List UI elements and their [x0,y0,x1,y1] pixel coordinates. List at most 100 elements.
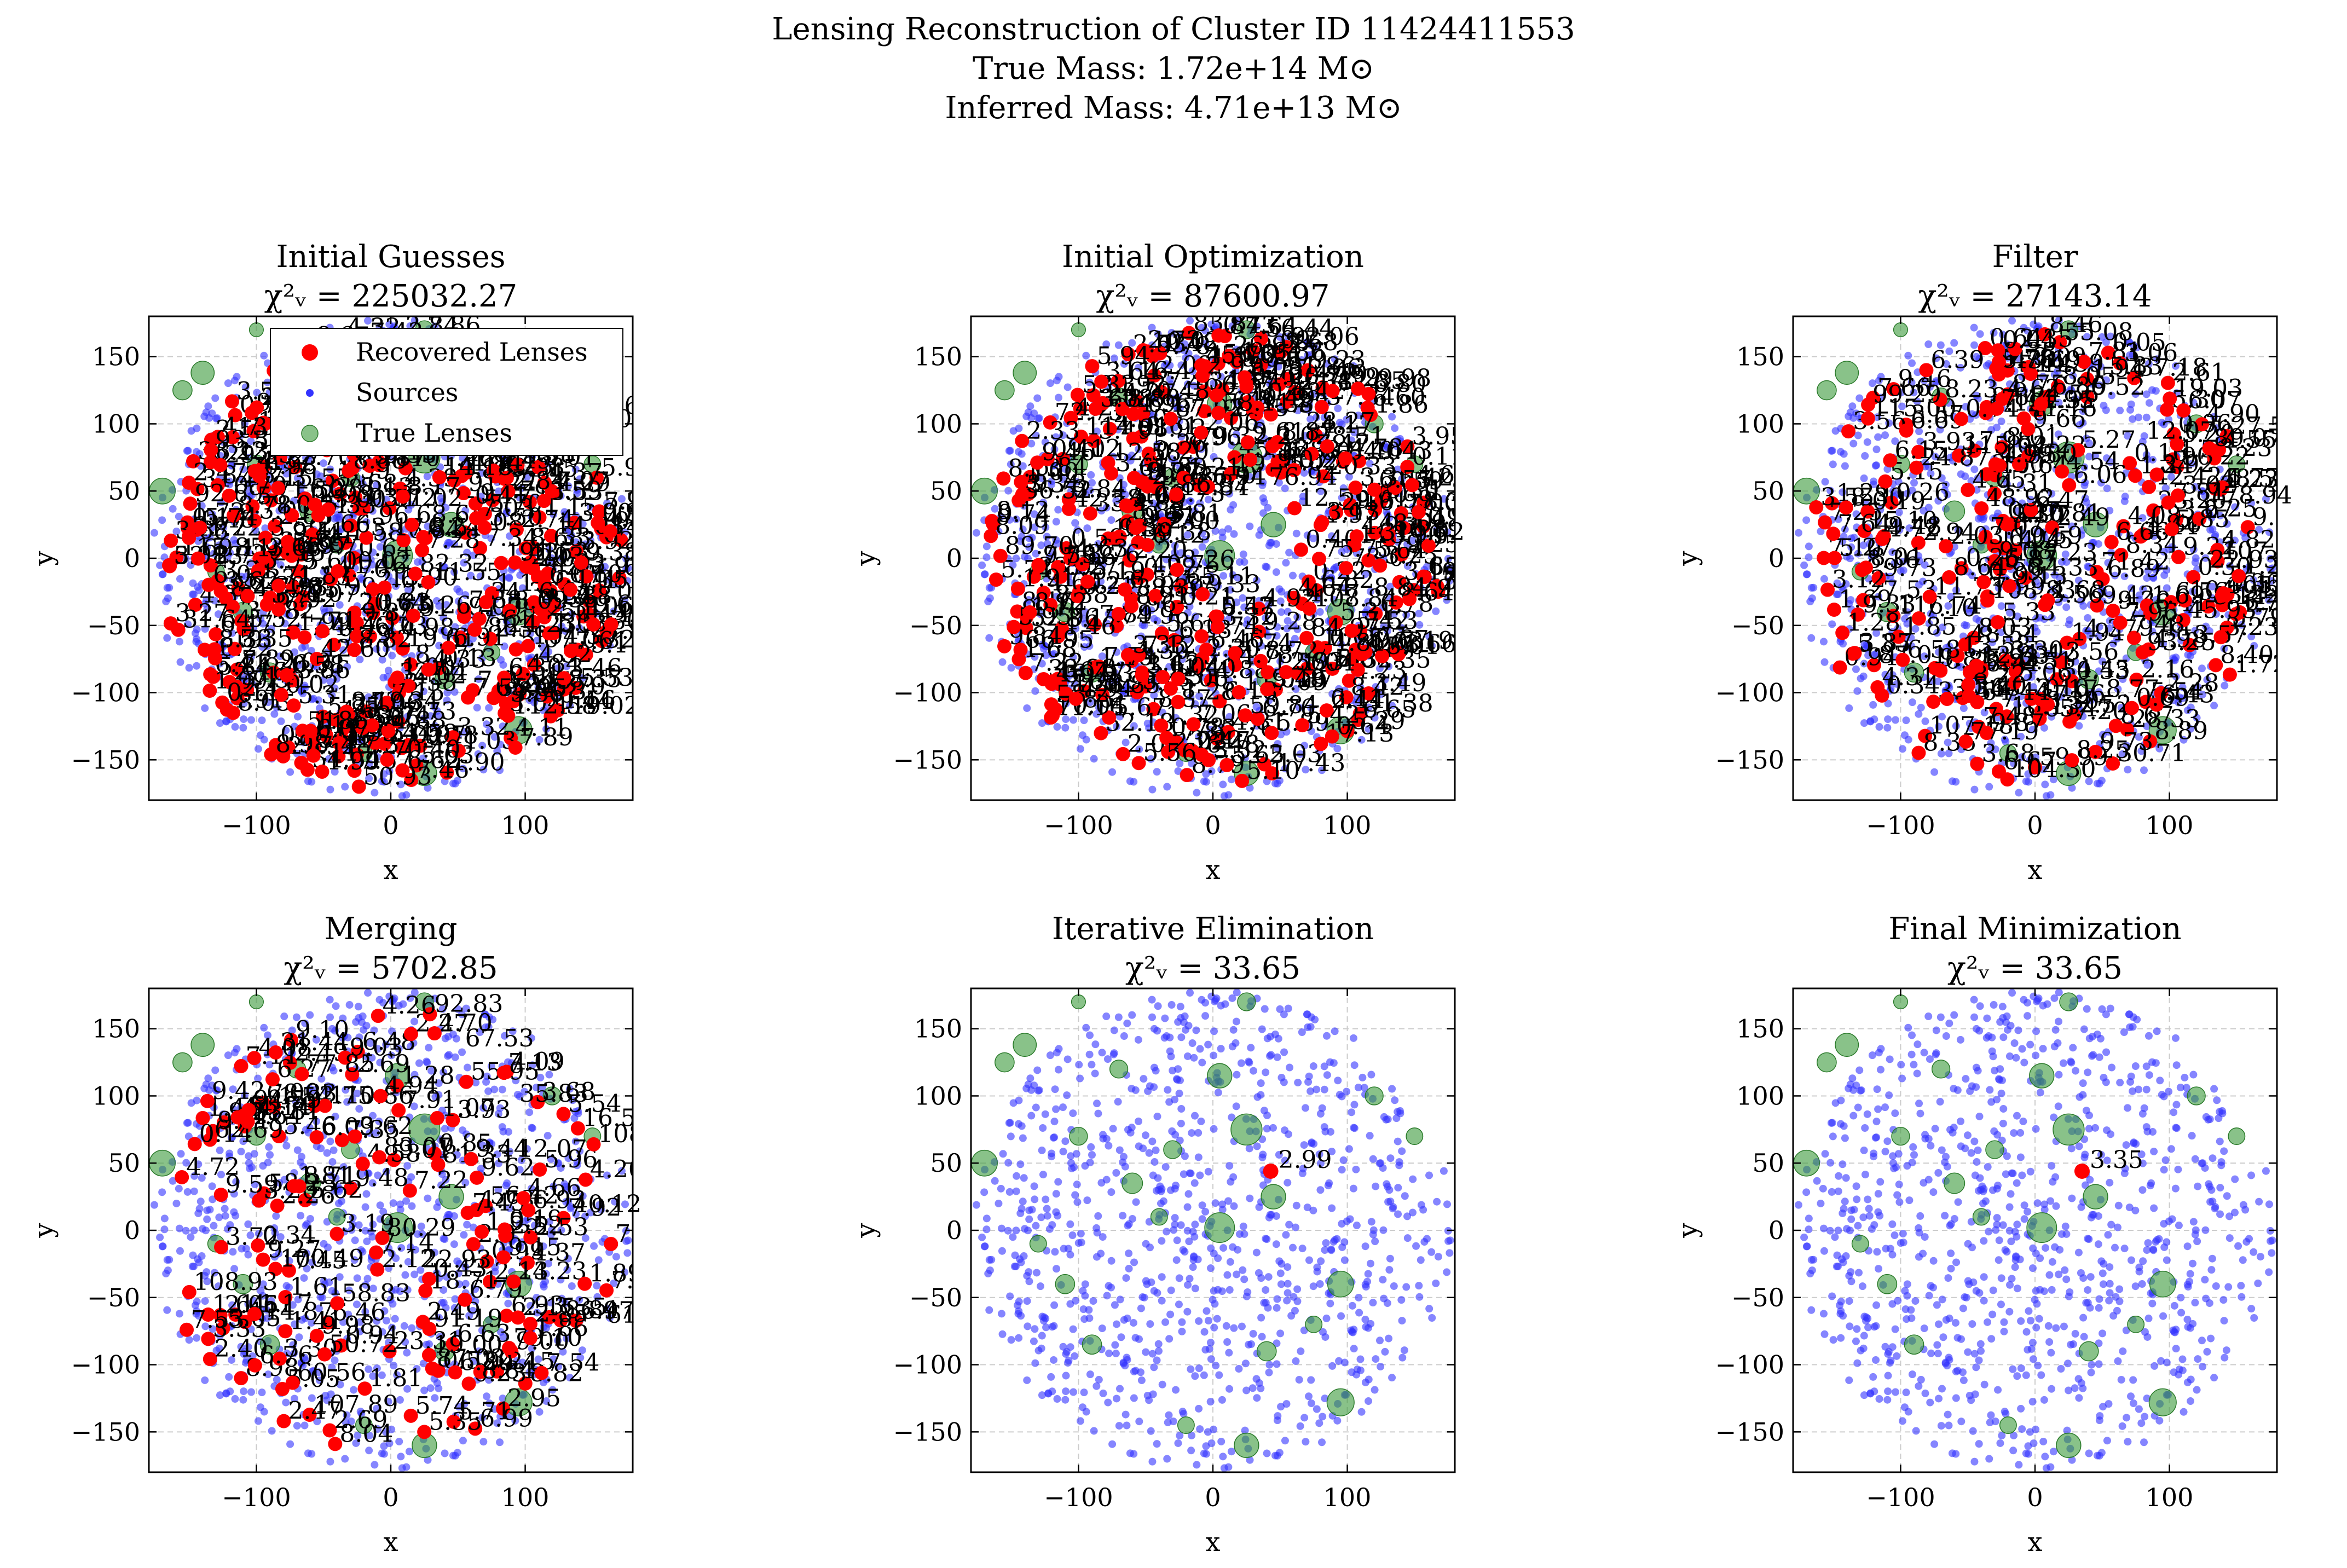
recovered-lens-label: 9.46 [1042,438,1095,466]
source-point [187,561,195,569]
source-point [1281,484,1289,493]
source-point [222,718,230,726]
recovered-lens-point [182,529,196,543]
x-axis-label: x [1205,855,1220,886]
source-point [372,481,380,489]
recovered-lens-point [305,527,320,542]
recovered-lens-point [210,430,225,444]
source-point [460,1231,468,1239]
source-point [1225,713,1234,721]
recovered-lens-label: 1.99 [327,748,380,776]
source-point [490,733,499,741]
recovered-lens-label: 55.95 [498,674,567,702]
recovered-lens-point [228,408,242,423]
source-point [450,667,459,675]
source-point [1042,651,1050,659]
source-point [1082,351,1090,360]
recovered-lens-point [537,494,552,508]
recovered-lens-point [271,481,286,495]
x-tick-label: −100 [1866,811,1935,840]
recovered-lens-point [210,478,225,493]
source-point [1394,465,1402,473]
source-point [216,719,224,727]
source-point [1119,486,1127,494]
source-point [210,549,218,558]
source-point [1112,497,1120,505]
recovered-lens-point [257,550,271,565]
source-point [573,486,581,494]
source-point [388,651,396,659]
recovered-lens-label: 9.38 [586,539,639,566]
source-point [1210,379,1218,387]
source-point [554,664,562,673]
source-point [335,515,343,523]
recovered-lens-label: 1.46 [353,551,407,579]
recovered-lens-point [451,743,466,758]
recovered-lens-point [271,578,286,593]
source-point [1026,402,1034,410]
source-point [304,777,312,785]
source-point [1177,432,1186,441]
source-point [1186,317,1194,325]
source-point [408,530,416,538]
source-point [2221,681,2229,690]
source-point [1097,577,1105,586]
source-point [1400,674,1408,682]
source-point [1276,597,1285,605]
source-point [336,601,344,609]
source-point [1158,565,1166,573]
recovered-lens-point [286,698,301,713]
source-point [232,540,240,548]
recovered-lens-point [359,704,373,719]
source-point [1005,516,1014,524]
source-point [1367,587,1375,595]
source-point [228,445,236,454]
recovered-lens-point [398,461,413,476]
source-point [1040,645,1048,653]
source-point [1223,599,1232,607]
source-point [364,317,372,325]
source-point [1178,646,1186,654]
x-tick-label: 0 [383,811,398,840]
source-point [277,717,285,725]
source-point [301,642,309,650]
source-point [440,563,448,571]
source-point [1190,507,1199,515]
source-point [459,454,467,462]
source-point [485,727,493,736]
recovered-lens-point [356,501,371,516]
source-point [1163,783,1171,791]
source-point [461,624,469,633]
source-point [217,499,225,507]
source-point [2100,401,2108,409]
recovered-lens-point [557,682,571,697]
source-point [545,647,553,656]
source-point [1034,414,1043,423]
source-point [1338,548,1346,556]
source-point [1123,681,1131,690]
recovered-lens-label: 31.64 [183,606,252,634]
source-point [1061,724,1070,732]
recovered-lens-point [379,696,394,710]
recovered-lens-point [516,667,530,681]
source-point [1030,510,1038,518]
source-point [617,495,626,503]
recovered-lens-point [245,499,260,514]
source-point [1348,436,1356,444]
source-point [1167,329,1176,337]
source-point [1078,731,1086,739]
recovered-lens-point [469,511,484,526]
recovered-lens-label: 6.15 [1894,436,1948,464]
source-point [385,767,394,776]
source-point [1219,780,1227,789]
source-point [1211,527,1219,535]
source-point [1366,460,1374,468]
source-point [2008,317,2016,325]
source-point [1326,627,1334,635]
recovered-lens-point [478,595,493,610]
recovered-lens-label: 5.10 [1246,757,1300,785]
recovered-lens-point [574,556,588,570]
source-point [1872,445,1881,454]
recovered-lens-label: 78.94 [2223,482,2292,510]
recovered-lens-label: 1.86 [315,707,368,734]
